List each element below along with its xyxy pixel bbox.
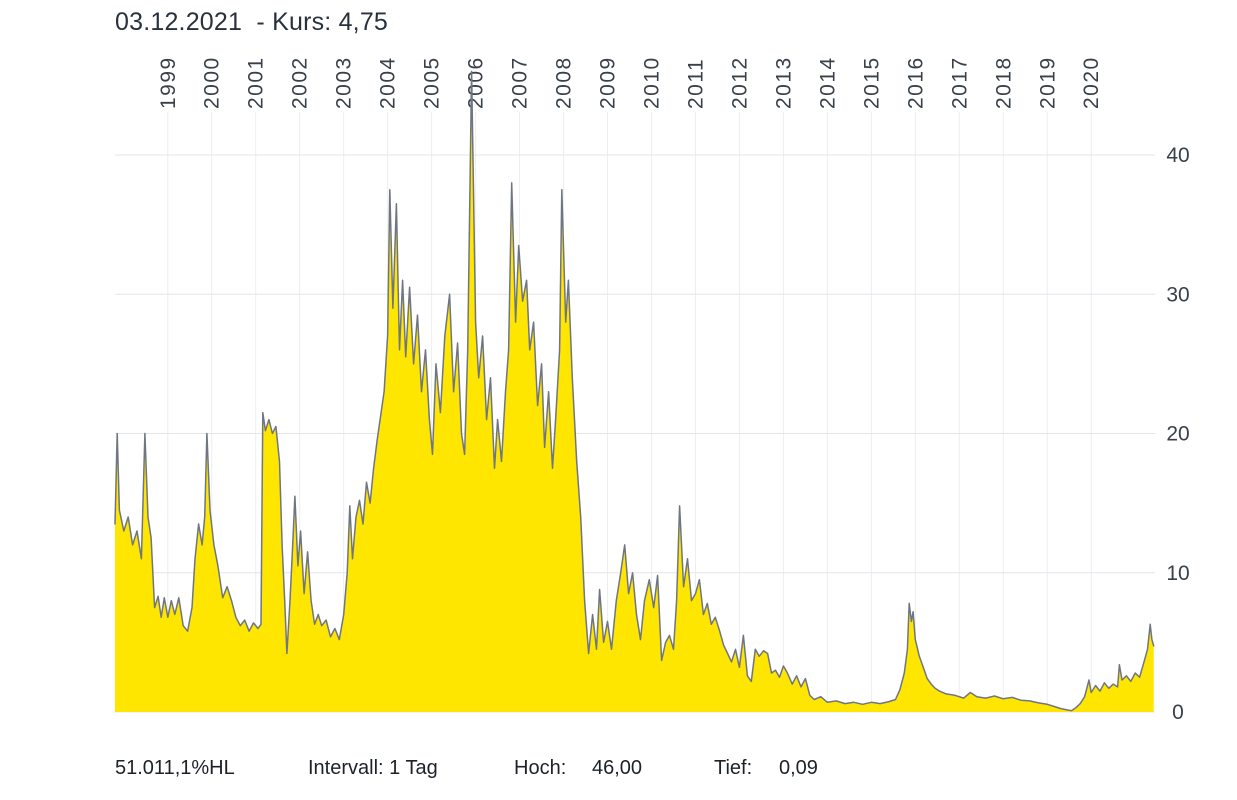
x-tick-label: 2005 [421,56,444,109]
x-tick-label: 2000 [201,56,224,109]
x-tick-label: 2002 [289,56,312,109]
x-tick-label: 2010 [640,56,663,109]
y-tick-label: 0 [1172,701,1184,724]
x-tick-label: 2009 [597,56,620,109]
x-tick-label: 2017 [948,56,971,109]
x-tick-label: 2001 [245,56,268,109]
interval-label: Intervall: 1 Tag [308,757,438,779]
y-tick-label: 30 [1166,283,1189,306]
x-tick-label: 2012 [728,56,751,109]
y-tick-label: 10 [1166,562,1189,585]
chart-title: 03.12.2021 - Kurs: 4,75 [115,8,389,36]
x-tick-label: 2013 [772,56,795,109]
x-tick-label: 2003 [333,56,356,109]
price-line [114,70,1155,712]
x-tick-label: 2007 [509,56,532,109]
x-tick-label: 2014 [816,56,839,109]
y-tick-label: 20 [1166,423,1189,446]
x-tick-label: 2020 [1080,56,1103,109]
y-tick-label: 40 [1166,144,1189,167]
x-tick-label: 1999 [157,56,180,109]
x-tick-label: 2015 [860,56,883,109]
low-label: Tief: [714,757,753,779]
x-tick-label: 2011 [684,58,707,109]
x-tick-label: 2016 [904,56,927,109]
x-tick-label: 2019 [1036,56,1059,109]
low-value: 0,09 [779,757,818,779]
high-label: Hoch: [514,757,567,779]
x-tick-label: 2004 [377,56,400,109]
x-tick-label: 2006 [465,56,488,109]
performance-percent: 51.011,1%HL [115,757,235,779]
x-tick-label: 2018 [992,56,1015,109]
price-area [115,71,1154,712]
x-tick-label: 2008 [553,56,576,109]
high-value: 46,00 [592,757,643,779]
